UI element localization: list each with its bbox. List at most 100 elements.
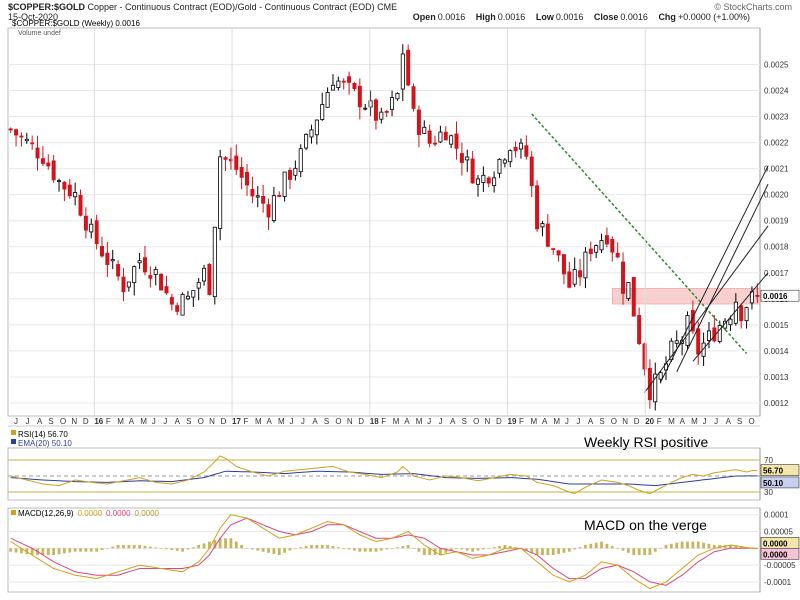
macd-last-value: 0.0000: [763, 539, 788, 548]
macd-histogram-bar: [573, 548, 577, 550]
macd-histogram-bar: [755, 548, 759, 549]
macd-histogram-bar: [46, 548, 50, 556]
macd-annotation: MACD on the verge: [584, 517, 707, 533]
macd-histogram-bar: [551, 548, 555, 556]
ema-line: [10, 470, 758, 487]
x-tick-label: M: [255, 417, 262, 426]
macd-histogram-bar: [379, 548, 383, 551]
x-tick-label: J: [301, 417, 305, 426]
candle-body: [110, 259, 115, 262]
candle-body: [572, 269, 577, 285]
candle-body: [24, 138, 29, 142]
description-label: Copper - Continuous Contract (EOD)/Gold …: [87, 2, 398, 12]
macd-histogram-bar: [696, 541, 700, 549]
macd-histogram-bar: [465, 548, 469, 551]
macd-histogram-bar: [288, 548, 292, 551]
ohlc-close-label: Close: [593, 12, 619, 22]
x-tick-label: M: [140, 417, 147, 426]
macd-histogram-bar: [524, 548, 528, 551]
macd-histogram-bar: [197, 544, 201, 549]
x-tick-label: M: [691, 417, 698, 426]
candle-body: [400, 53, 405, 90]
x-tick-label: 18: [370, 417, 379, 426]
candle-body: [185, 295, 190, 300]
x-tick-label: M: [117, 417, 124, 426]
macd-histogram-bar: [100, 548, 104, 550]
x-tick-label: 17: [232, 417, 241, 426]
macd-histogram-bar: [148, 546, 152, 549]
macd-histogram-bar: [30, 548, 34, 556]
macd-histogram-bar: [342, 548, 346, 549]
macd-histogram-bar: [84, 548, 88, 552]
macd-histogram-bar: [476, 548, 480, 551]
macd-histogram-bar: [412, 548, 415, 549]
candle-body: [282, 171, 287, 197]
rsi-legend-swatch: [11, 430, 16, 435]
macd-histogram-bar: [481, 548, 485, 550]
candle-body: [320, 104, 325, 120]
candle-body: [46, 162, 51, 167]
macd-histogram-bar: [396, 547, 399, 549]
macd-histogram-bar: [14, 548, 18, 553]
x-tick-label: O: [335, 417, 341, 426]
macd-tick-label: 0.00005: [764, 528, 793, 537]
macd-histogram-bar: [675, 542, 679, 549]
candle-body: [621, 261, 626, 294]
candle-body: [202, 267, 207, 282]
macd-histogram-bar: [272, 548, 276, 554]
candle-body: [142, 257, 147, 273]
macd-histogram-bar: [154, 547, 158, 549]
macd-histogram-bar: [175, 548, 179, 551]
candle-body: [83, 215, 88, 231]
macd-histogram-bar: [240, 544, 244, 549]
x-tick-label: M: [553, 417, 560, 426]
macd-histogram-bar: [557, 548, 560, 554]
x-tick-label: S: [324, 417, 329, 426]
x-tick-label: J: [14, 417, 18, 426]
macd-histogram-bar: [267, 548, 270, 553]
macd-histogram-bar: [718, 544, 722, 549]
candle-body: [105, 252, 110, 265]
candle-body: [218, 156, 223, 229]
candle-body: [57, 180, 62, 183]
candle-body: [14, 129, 19, 136]
macd-histogram-bar: [449, 548, 453, 551]
macd-histogram-bar: [616, 548, 620, 549]
x-tick-label: F: [381, 417, 386, 426]
price-tick-label: 0.0014: [764, 347, 789, 356]
x-tick-label: O: [473, 417, 479, 426]
candle-body: [427, 130, 432, 144]
candle-body: [298, 148, 303, 173]
macd-histogram-bar: [729, 544, 732, 549]
macd-histogram-bar: [353, 548, 356, 551]
symbol-label: $COPPER:$GOLD: [8, 2, 86, 12]
price-tick-label: 0.0019: [764, 217, 789, 226]
candle-body: [40, 158, 45, 164]
candle-body: [658, 372, 663, 380]
x-tick-label: A: [37, 417, 43, 426]
rsi-tick-label: 30: [764, 488, 773, 497]
macd-histogram-bar: [659, 548, 663, 549]
channel-line: [692, 272, 769, 362]
candle-body: [465, 156, 470, 161]
x-tick-label: J: [163, 417, 167, 426]
candle-body: [631, 276, 636, 317]
macd-histogram-bar: [63, 548, 66, 554]
x-tick-label: A: [175, 417, 181, 426]
x-tick-label: M: [530, 417, 537, 426]
candle-body: [180, 294, 185, 316]
macd-histogram-bar: [57, 548, 61, 555]
macd-histogram-bar: [487, 548, 491, 549]
candle-body: [8, 128, 13, 131]
macd-legend-part: MACD(12,26,9): [18, 509, 74, 518]
signal-line: [10, 517, 758, 586]
macd-histogram-bar: [621, 548, 625, 551]
macd-histogram-bar: [712, 544, 716, 549]
macd-histogram-bar: [627, 548, 630, 553]
macd-histogram-bar: [643, 548, 646, 556]
ema-legend: EMA(20) 50.10: [18, 439, 72, 448]
macd-histogram-bar: [208, 541, 211, 549]
candle-body: [255, 195, 260, 198]
